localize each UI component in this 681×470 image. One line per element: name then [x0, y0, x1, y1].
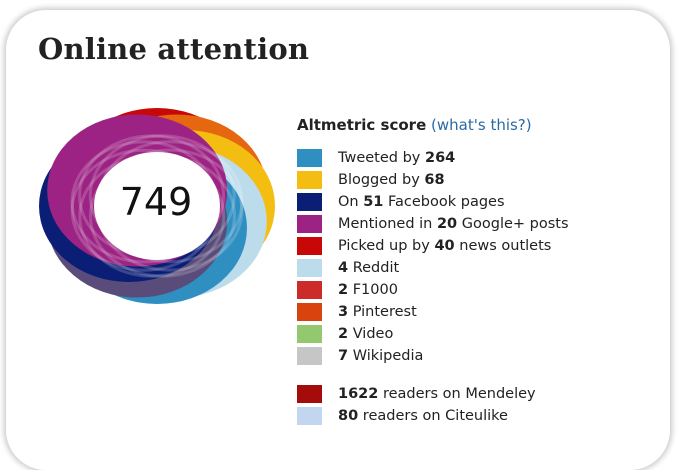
legend-label: Picked up by 40 news outlets	[338, 238, 551, 254]
whats-this-link[interactable]: (what's this?)	[431, 116, 532, 134]
legend-row[interactable]: 2 Video	[297, 323, 569, 345]
legend-label: 80 readers on Citeulike	[338, 408, 508, 424]
legend-swatch	[297, 149, 322, 167]
legend-row[interactable]: Blogged by 68	[297, 169, 569, 191]
legend-row[interactable]: On 51 Facebook pages	[297, 191, 569, 213]
legend-label: 2 Video	[338, 326, 393, 342]
legend-label: 3 Pinterest	[338, 304, 417, 320]
altmetric-score-label: Altmetric score	[297, 116, 427, 134]
legend-count: 80	[338, 408, 359, 424]
legend-row[interactable]: 3 Pinterest	[297, 301, 569, 323]
legend-swatch	[297, 407, 322, 425]
legend-label-prefix: Blogged by	[338, 172, 425, 188]
legend-swatch	[297, 259, 322, 277]
legend-label-suffix: news outlets	[454, 238, 552, 254]
readers-row[interactable]: 80 readers on Citeulike	[297, 405, 569, 427]
legend-label-suffix: F1000	[348, 282, 398, 298]
legend-row[interactable]: Picked up by 40 news outlets	[297, 235, 569, 257]
legend-label: Mentioned in 20 Google+ posts	[338, 216, 569, 232]
legend-row[interactable]: 7 Wikipedia	[297, 345, 569, 367]
legend-label-prefix: On	[338, 194, 364, 210]
legend-swatch	[297, 347, 322, 365]
legend-swatch	[297, 303, 322, 321]
legend-count: 2	[338, 282, 349, 298]
legend-label-suffix: Google+ posts	[457, 216, 569, 232]
legend-label-suffix: Reddit	[348, 260, 400, 276]
legend-label: Blogged by 68	[338, 172, 445, 188]
legend-label-prefix: Picked up by	[338, 238, 435, 254]
donut-center	[94, 152, 220, 260]
legend-count: 68	[424, 172, 445, 188]
legend-count: 51	[363, 194, 384, 210]
legend-label-prefix: Tweeted by	[338, 150, 425, 166]
legend-swatch	[297, 325, 322, 343]
altmetric-score-heading: Altmetric score (what's this?)	[297, 116, 532, 134]
legend-label: 4 Reddit	[338, 260, 399, 276]
legend-swatch	[297, 193, 322, 211]
page-title: Online attention	[38, 32, 310, 66]
legend-count: 3	[338, 304, 349, 320]
legend-count: 264	[424, 150, 456, 166]
altmetric-donut[interactable]	[38, 106, 276, 306]
legend-label-suffix: Wikipedia	[348, 348, 424, 364]
legend-swatch	[297, 385, 322, 403]
legend-swatch	[297, 281, 322, 299]
legend-count: 1622	[338, 386, 379, 402]
legend-row[interactable]: Tweeted by 264	[297, 147, 569, 169]
legend-label: Tweeted by 264	[338, 150, 455, 166]
legend-swatch	[297, 237, 322, 255]
legend-label: 1622 readers on Mendeley	[338, 386, 536, 402]
legend-label: On 51 Facebook pages	[338, 194, 505, 210]
legend-label: 2 F1000	[338, 282, 398, 298]
source-legend: Tweeted by 264 Blogged by 68 On 51 Faceboo…	[297, 147, 569, 427]
legend-swatch	[297, 215, 322, 233]
legend-count: 7	[338, 348, 349, 364]
legend-swatch	[297, 171, 322, 189]
readers-row[interactable]: 1622 readers on Mendeley	[297, 383, 569, 405]
legend-count: 20	[436, 216, 458, 232]
legend-label-suffix: Pinterest	[348, 304, 417, 320]
legend-count: 40	[434, 238, 455, 254]
legend-label-suffix: Facebook pages	[383, 194, 505, 210]
legend-label-suffix: Video	[348, 326, 394, 342]
altmetric-score-value: 749	[119, 180, 193, 224]
legend-row[interactable]: 2 F1000	[297, 279, 569, 301]
legend-count: 2	[338, 326, 349, 342]
legend-row[interactable]: Mentioned in 20 Google+ posts	[297, 213, 569, 235]
legend-label: 7 Wikipedia	[338, 348, 423, 364]
legend-label-prefix: Mentioned in	[338, 216, 437, 232]
legend-count: 4	[338, 260, 349, 276]
legend-row[interactable]: 4 Reddit	[297, 257, 569, 279]
legend-label-suffix: readers on Mendeley	[378, 386, 536, 402]
legend-label-suffix: readers on Citeulike	[358, 408, 508, 424]
